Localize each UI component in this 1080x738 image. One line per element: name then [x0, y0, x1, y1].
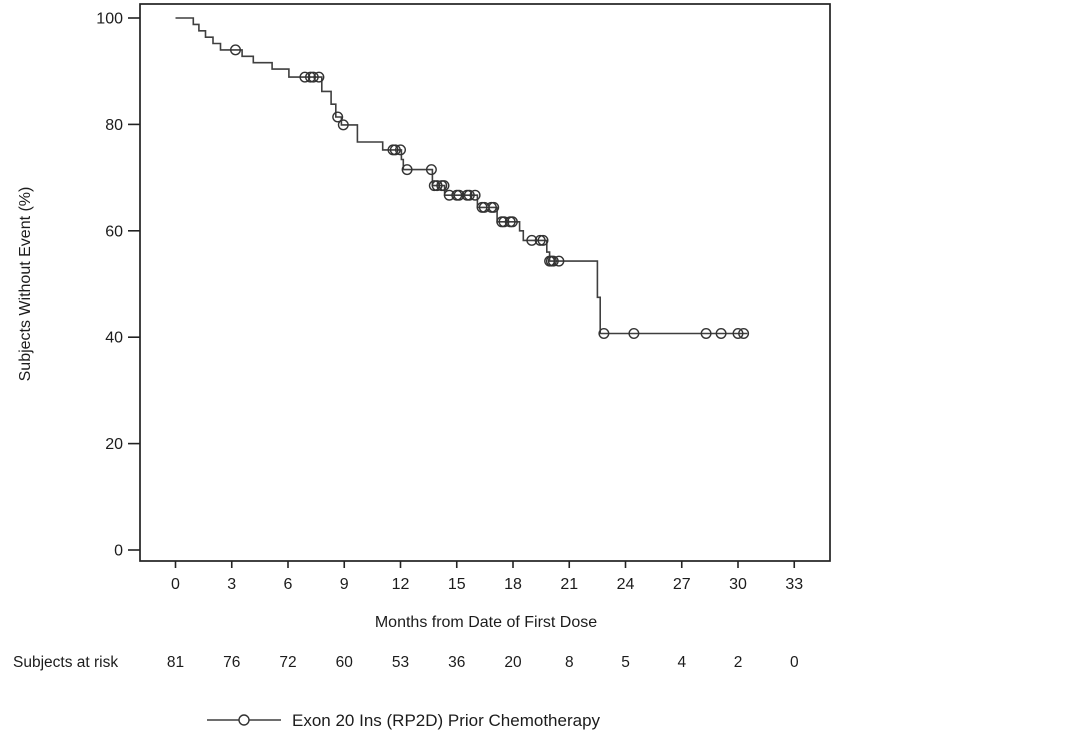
censor-mark: [700, 328, 712, 340]
x-axis-tick-label: 0: [171, 576, 180, 593]
censor-mark: [488, 201, 500, 213]
at-risk-count: 60: [336, 654, 354, 671]
x-axis-tick-label: 18: [504, 576, 522, 593]
censor-mark: [598, 328, 610, 340]
x-axis-tick-label: 6: [284, 576, 293, 593]
x-axis-tick-label: 21: [560, 576, 578, 593]
censor-mark: [463, 189, 475, 201]
censor-mark: [337, 119, 349, 131]
at-risk-count: 8: [565, 654, 574, 671]
y-axis-tick-label: 0: [114, 543, 123, 560]
y-axis-tick-label: 80: [105, 117, 123, 134]
censor-mark: [526, 234, 538, 246]
km-step-curve: [175, 17, 748, 335]
censor-mark: [628, 328, 640, 340]
at-risk-count: 5: [621, 654, 630, 671]
censor-mark: [738, 328, 750, 340]
x-axis-title: Months from Date of First Dose: [375, 614, 597, 631]
x-axis-tick-label: 24: [617, 576, 635, 593]
censor-mark: [506, 216, 518, 228]
censor-mark: [438, 180, 450, 192]
censor-mark: [715, 328, 727, 340]
at-risk-count: 4: [677, 654, 686, 671]
censor-mark: [313, 71, 325, 83]
at-risk-count: 81: [167, 654, 184, 671]
censor-mark: [431, 180, 443, 192]
y-axis-title: Subjects Without Event (%): [17, 187, 34, 382]
x-axis-tick-label: 12: [392, 576, 410, 593]
censor-mark: [547, 255, 559, 267]
censor-mark: [395, 144, 407, 156]
censor-mark: [229, 44, 241, 56]
censor-mark: [534, 234, 546, 246]
censor-mark: [401, 164, 413, 176]
legend-open-circle-marker: [238, 714, 250, 726]
censor-mark: [469, 189, 481, 201]
at-risk-count: 36: [448, 654, 465, 671]
at-risk-count: 20: [504, 654, 522, 671]
y-axis-tick-label: 20: [105, 436, 123, 453]
censor-mark: [553, 255, 565, 267]
y-axis-tick-label: 100: [96, 11, 123, 28]
at-risk-count: 76: [223, 654, 240, 671]
x-axis-tick-label: 9: [340, 576, 349, 593]
x-axis-tick-label: 27: [673, 576, 691, 593]
x-axis-tick-label: 33: [785, 576, 803, 593]
x-axis-tick-label: 15: [448, 576, 466, 593]
x-axis-tick-label: 30: [729, 576, 747, 593]
censor-mark: [307, 71, 319, 83]
plot-frame: [139, 3, 831, 562]
censor-mark: [389, 144, 401, 156]
censor-mark: [537, 234, 549, 246]
legend-label: Exon 20 Ins (RP2D) Prior Chemotherapy: [292, 711, 601, 730]
x-axis-tick-label: 3: [227, 576, 236, 593]
y-axis-tick-label: 60: [105, 223, 123, 240]
censor-mark: [332, 111, 344, 123]
at-risk-count: 72: [279, 654, 296, 671]
y-axis-tick-label: 40: [105, 330, 123, 347]
censor-mark: [425, 164, 437, 176]
censor-mark: [732, 328, 744, 340]
censor-mark: [299, 71, 311, 83]
censor-mark: [305, 71, 317, 83]
at-risk-count: 0: [790, 654, 799, 671]
censor-mark: [498, 216, 510, 228]
at-risk-count: 53: [392, 654, 409, 671]
at-risk-label: Subjects at risk: [13, 654, 118, 671]
at-risk-count: 2: [734, 654, 743, 671]
